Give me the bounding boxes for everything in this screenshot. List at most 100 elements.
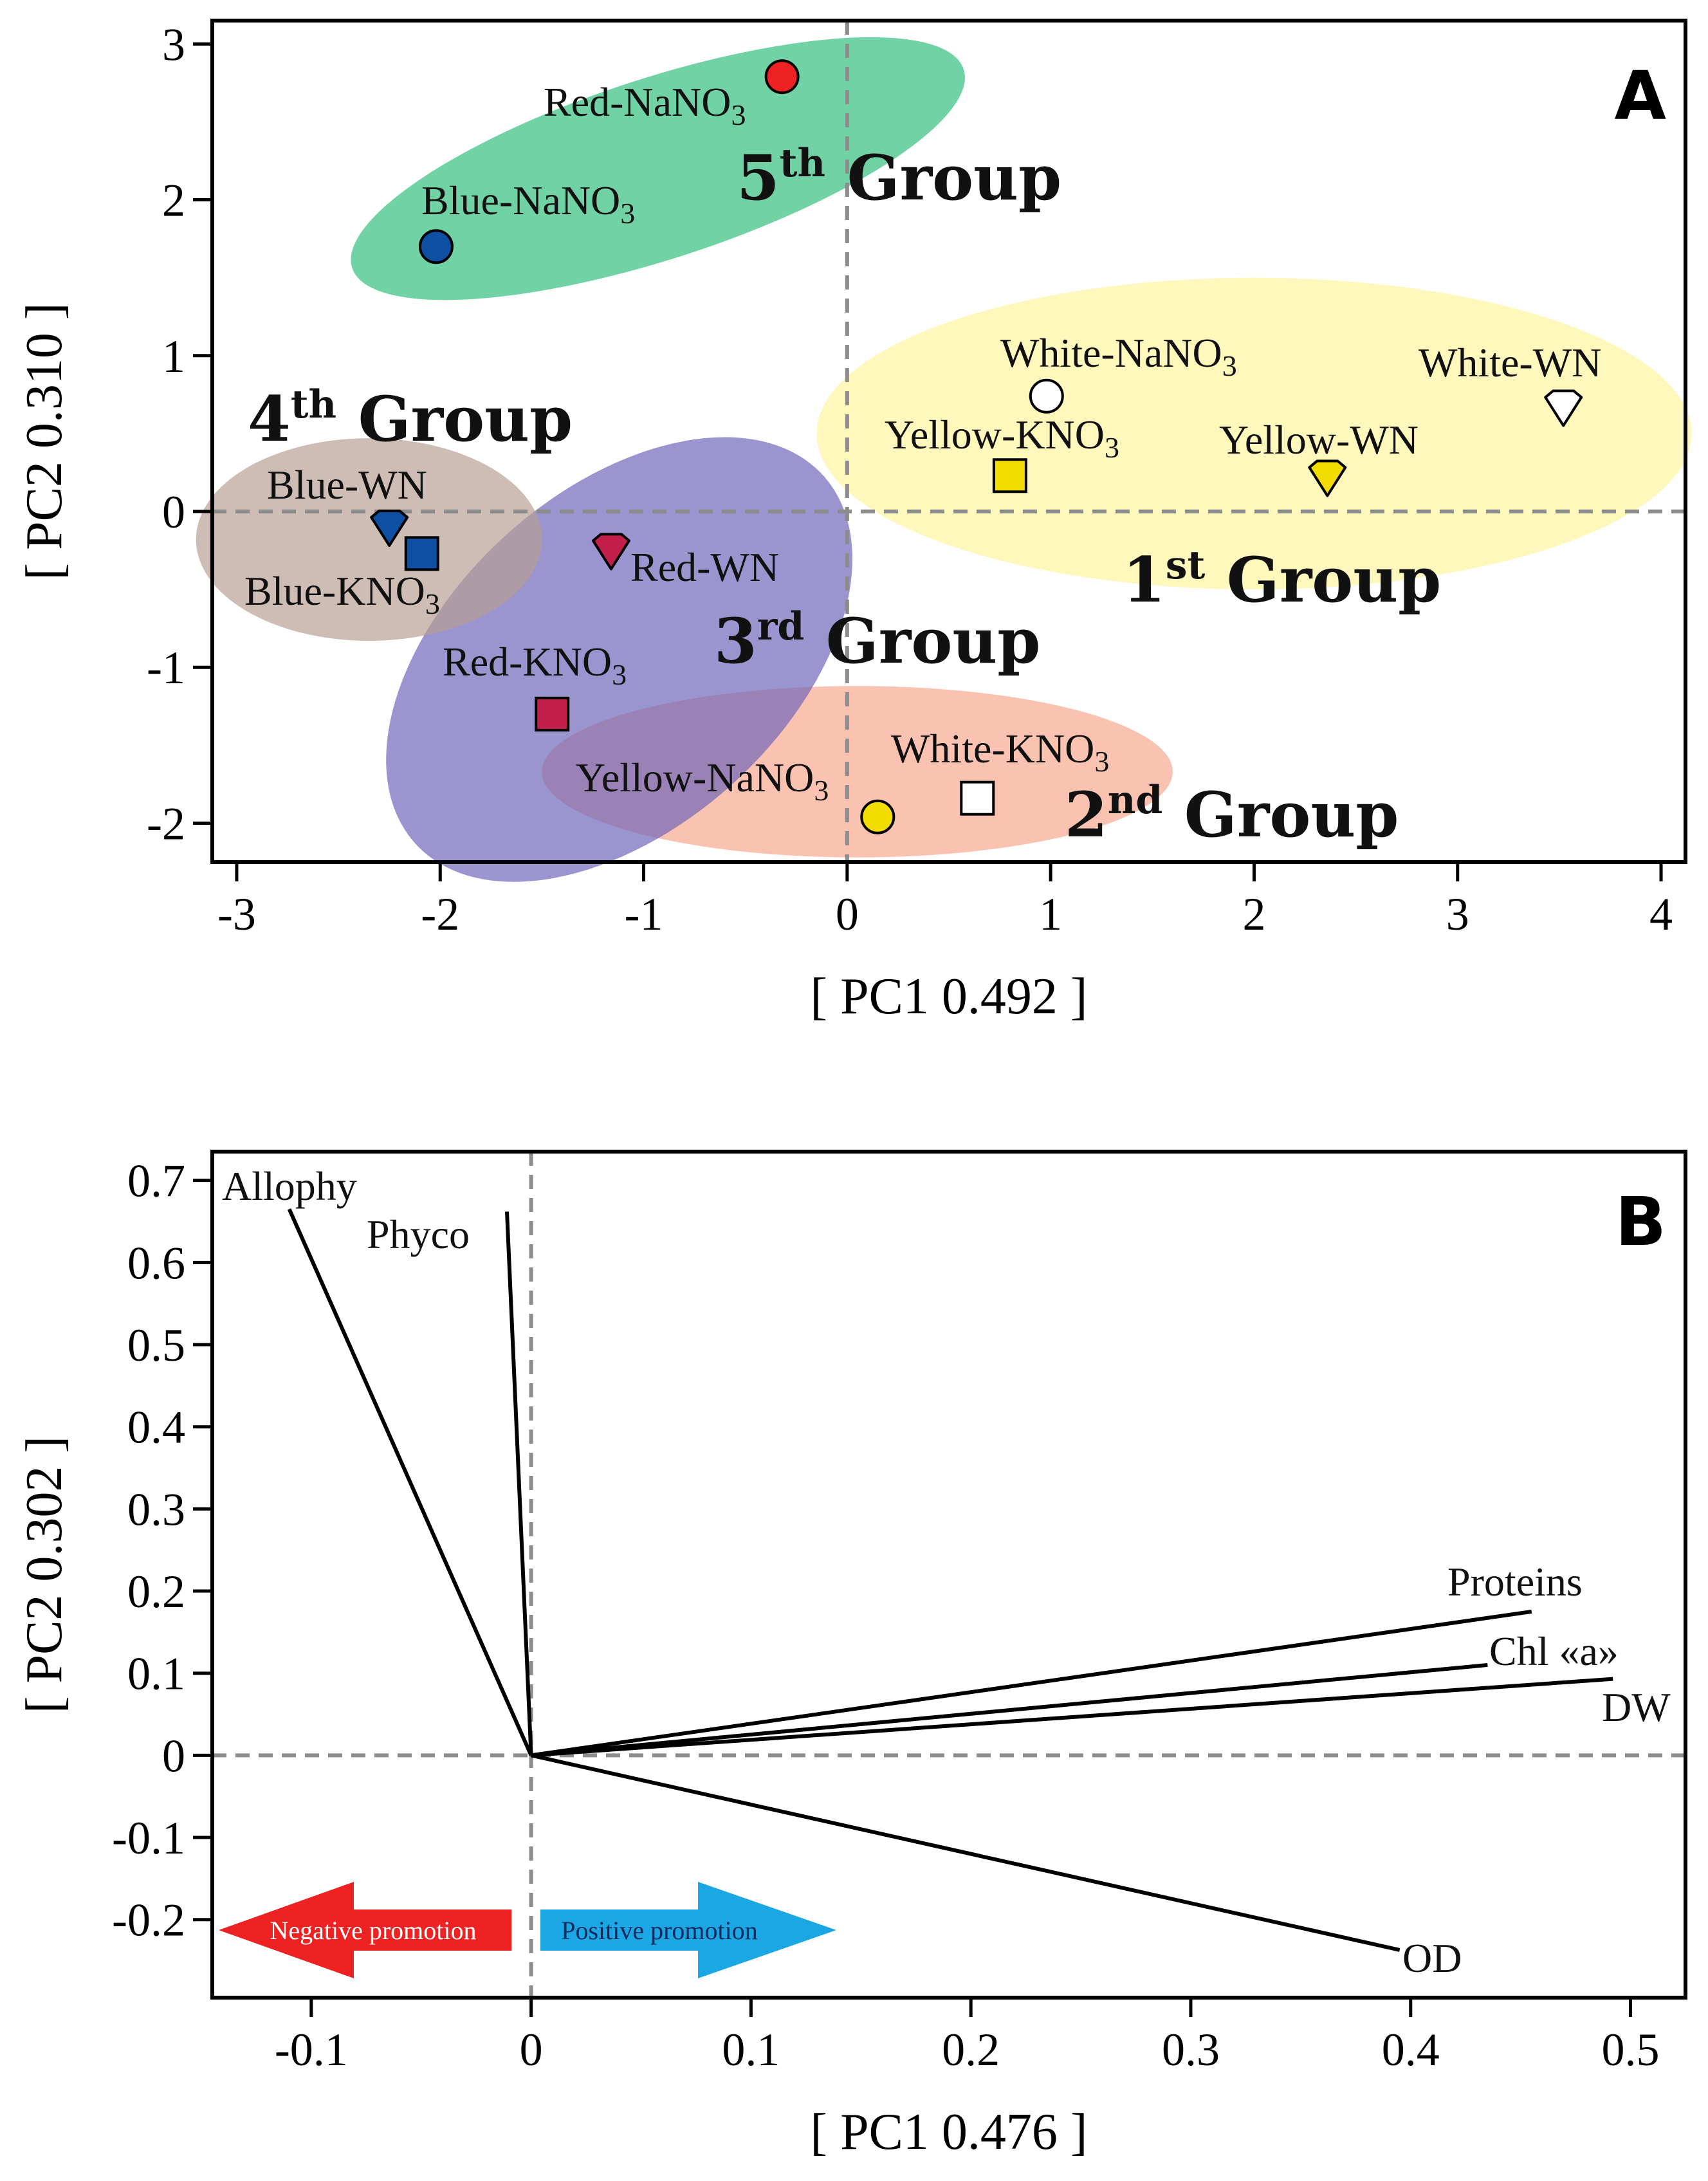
y-axis-ticks: -0.2 -0.1 0 0.1 0.2 0.3 0.4 0.5 0.6 0.7 <box>112 1155 212 1946</box>
loading-label: DW <box>1602 1684 1671 1730</box>
score-points <box>370 59 1583 834</box>
y-tick-label: 0.6 <box>127 1237 185 1289</box>
score-point <box>418 229 454 264</box>
group-label: 4th Group <box>248 382 573 456</box>
loading-label: Chl «a» <box>1489 1628 1619 1674</box>
score-point <box>535 696 570 732</box>
loading-label: Proteins <box>1447 1559 1583 1605</box>
y-axis-ticks: -2 -1 0 1 2 3 <box>147 19 212 849</box>
group-label: 1st Group <box>1123 543 1441 616</box>
x-tick-label: 2 <box>1242 888 1265 940</box>
score-point <box>1308 459 1347 497</box>
score-point <box>1029 378 1064 414</box>
y-tick-label: 3 <box>162 19 185 70</box>
loading-vector <box>531 1609 1532 1758</box>
panel-label: B <box>1615 1183 1666 1261</box>
y-tick-label: 0.3 <box>127 1484 185 1535</box>
y-tick-label: 1 <box>162 331 185 382</box>
loading-label: OD <box>1402 1935 1462 1981</box>
x-tick-label: -3 <box>217 888 256 940</box>
point-label: Blue-WN <box>267 462 427 508</box>
zero-lines <box>212 1152 1685 1998</box>
x-tick-label: 0.2 <box>942 2024 1000 2075</box>
x-tick-label: 0.3 <box>1162 2024 1220 2075</box>
score-point <box>1544 389 1583 427</box>
point-label: Red-WN <box>630 544 779 590</box>
x-tick-label: 1 <box>1039 888 1062 940</box>
x-axis-label: [ PC1 0.492 ] <box>810 968 1087 1025</box>
x-tick-label: 0 <box>520 2024 543 2075</box>
y-tick-label: 2 <box>162 175 185 226</box>
y-tick-label: 0 <box>162 1730 185 1781</box>
x-tick-label: 0.4 <box>1382 2024 1440 2075</box>
panel-label: A <box>1615 57 1667 135</box>
positive-promotion-arrow <box>540 1882 836 1978</box>
y-axis-label: [ PC2 0.310 ] <box>16 302 73 580</box>
negative-promotion-label: Negative promotion <box>270 1916 476 1945</box>
point-label: Yellow-WN <box>1219 417 1419 463</box>
x-tick-label: -1 <box>625 888 663 940</box>
y-tick-label: 0.5 <box>127 1320 185 1371</box>
y-tick-label: -1 <box>147 642 185 694</box>
score-point <box>960 780 995 816</box>
point-label: White-WN <box>1419 340 1601 385</box>
group-ellipse <box>196 438 542 641</box>
y-tick-label: -2 <box>147 798 185 849</box>
group-label: 5th Group <box>737 141 1061 214</box>
x-tick-label: -2 <box>421 888 459 940</box>
score-point <box>370 510 409 548</box>
loading-label: Allophy <box>222 1163 357 1209</box>
plot-frame <box>210 1150 1687 2000</box>
y-tick-label: 0 <box>162 486 185 538</box>
group-labels: 1st Group 2nd Group 3rd Group 4th Group 5th … <box>248 141 1441 851</box>
loading-vectors <box>287 1208 1613 1952</box>
loading-vector <box>505 1211 533 1756</box>
y-axis-label: [ PC2 0.302 ] <box>16 1436 73 1713</box>
score-point <box>764 59 800 95</box>
loading-vector <box>531 1677 1613 1758</box>
y-tick-label: 0.4 <box>127 1402 185 1453</box>
score-point <box>860 799 895 834</box>
y-tick-label: -0.2 <box>112 1895 185 1946</box>
negative-promotion-arrow <box>219 1882 511 1978</box>
plot-frame <box>210 19 1687 864</box>
point-label: Yellow-KNO3 <box>885 412 1119 464</box>
loading-label: Phyco <box>367 1211 470 1257</box>
y-tick-label: 0.2 <box>127 1566 185 1617</box>
x-axis-label: [ PC1 0.476 ] <box>810 2104 1087 2160</box>
point-label: Blue-NaNO3 <box>421 178 635 230</box>
x-tick-label: -0.1 <box>275 2024 348 2075</box>
group-label: 3rd Group <box>714 604 1040 677</box>
loading-vector <box>531 1662 1488 1758</box>
point-label: Yellow-NaNO3 <box>576 755 829 807</box>
point-label: White-KNO3 <box>891 726 1109 778</box>
point-label: White-NaNO3 <box>1000 330 1237 382</box>
loading-vector <box>530 1753 1400 1952</box>
score-point <box>404 536 439 571</box>
y-tick-label: 0.1 <box>127 1648 185 1700</box>
x-tick-label: 4 <box>1649 888 1673 940</box>
point-label: Red-KNO3 <box>443 639 627 691</box>
zero-lines <box>212 21 1685 862</box>
x-tick-label: 3 <box>1446 888 1469 940</box>
point-label: Red-NaNO3 <box>544 79 746 131</box>
promotion-arrows: Negative promotion Positive promotion <box>219 1882 836 1978</box>
score-point <box>591 533 630 571</box>
x-tick-label: 0.1 <box>722 2024 780 2075</box>
x-tick-label: 0 <box>836 888 859 940</box>
group-label: 2nd Group <box>1065 778 1399 851</box>
x-tick-label: 0.5 <box>1602 2024 1660 2075</box>
y-tick-label: 0.7 <box>127 1155 185 1207</box>
group-ellipse <box>351 37 965 300</box>
x-axis-ticks: -3 -2 -1 0 1 2 3 4 <box>217 862 1673 940</box>
score-point <box>992 458 1027 493</box>
y-tick-label: -0.1 <box>112 1812 185 1864</box>
point-label: Blue-KNO3 <box>244 568 440 620</box>
loading-vector <box>287 1208 533 1756</box>
x-axis-ticks: -0.1 0 0.1 0.2 0.3 0.4 0.5 <box>275 1998 1660 2075</box>
